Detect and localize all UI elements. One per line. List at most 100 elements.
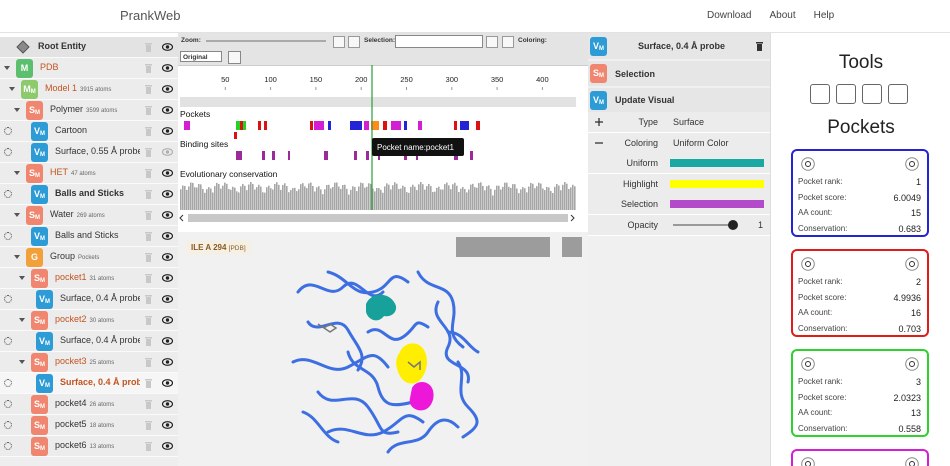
tree-row[interactable]: VM Cartoon [0, 121, 178, 142]
brand[interactable]: PrankWeb [120, 8, 181, 23]
expand-button[interactable] [562, 237, 582, 257]
delete-button[interactable] [145, 106, 152, 115]
focus-toggle[interactable] [4, 400, 12, 408]
clipboard-button[interactable] [862, 84, 882, 104]
window-button[interactable] [888, 84, 908, 104]
visibility-toggle[interactable] [162, 253, 173, 261]
scrollbar[interactable] [188, 214, 568, 222]
show-pocket-button[interactable] [905, 157, 919, 171]
expand-arrow[interactable] [14, 171, 20, 175]
color-swatch[interactable] [670, 159, 764, 167]
panel-header[interactable]: SM Selection [588, 61, 770, 86]
visibility-toggle[interactable] [162, 148, 173, 156]
visibility-toggle[interactable] [162, 400, 173, 408]
delete-button[interactable] [145, 127, 152, 136]
focus-toggle[interactable] [4, 148, 12, 156]
focus-toggle[interactable] [4, 232, 12, 240]
zoom-slider[interactable] [206, 40, 326, 42]
focus-toggle[interactable] [4, 421, 12, 429]
reset-button[interactable] [348, 36, 360, 48]
delete-button[interactable] [145, 337, 152, 346]
collapse-icon[interactable] [595, 139, 603, 147]
focus-pocket-button[interactable] [801, 257, 815, 271]
tree-row[interactable]: SM Polymer 3599 atoms [0, 100, 178, 121]
visibility-toggle[interactable] [162, 43, 173, 51]
delete-button[interactable] [145, 211, 152, 220]
option-value[interactable]: Surface [673, 117, 705, 127]
expand-arrow[interactable] [9, 87, 15, 91]
tree-row[interactable]: SM Water 269 atoms [0, 205, 178, 226]
visibility-toggle[interactable] [162, 337, 173, 345]
tree-row[interactable]: SM pocket6 13 atoms [0, 436, 178, 457]
delete-button[interactable] [145, 43, 152, 52]
scroll-right[interactable] [570, 214, 575, 222]
expand-arrow[interactable] [19, 360, 25, 364]
visibility-toggle[interactable] [162, 295, 173, 303]
visibility-toggle[interactable] [162, 127, 173, 135]
focus-pocket-button[interactable] [801, 457, 815, 466]
nav-link[interactable]: Download [707, 10, 752, 21]
color-swatch[interactable] [670, 200, 764, 208]
tree-row[interactable]: VM Surface, 0.55 Å probe [0, 142, 178, 163]
tree-row[interactable]: SM pocket2 30 atoms [0, 310, 178, 331]
focus-pocket-button[interactable] [801, 357, 815, 371]
selection-input[interactable] [395, 35, 483, 48]
focus-toggle[interactable] [4, 295, 12, 303]
tree-row[interactable]: VM Surface, 0.4 Å probe [0, 373, 178, 394]
delete-button[interactable] [145, 442, 152, 451]
delete-button[interactable] [756, 42, 763, 51]
visibility-toggle[interactable] [162, 316, 173, 324]
tree-row[interactable]: SM pocket5 18 atoms [0, 415, 178, 436]
mail-button[interactable] [836, 84, 856, 104]
grid-button[interactable] [486, 36, 498, 48]
expand-arrow[interactable] [14, 213, 20, 217]
visibility-toggle[interactable] [162, 190, 173, 198]
tree-row[interactable]: SM HET 47 atoms [0, 163, 178, 184]
delete-button[interactable] [145, 295, 152, 304]
tree-row[interactable]: VM Balls and Sticks [0, 226, 178, 247]
visibility-toggle[interactable] [162, 442, 173, 450]
delete-button[interactable] [145, 358, 152, 367]
visibility-toggle[interactable] [162, 274, 173, 282]
delete-button[interactable] [145, 421, 152, 430]
viewer-buttons[interactable] [456, 237, 550, 257]
visibility-toggle[interactable] [162, 85, 173, 93]
expand-arrow[interactable] [19, 276, 25, 280]
tree-row[interactable]: M PDB [0, 58, 178, 79]
focus-toggle[interactable] [4, 379, 12, 387]
visibility-toggle[interactable] [162, 421, 173, 429]
expand-arrow[interactable] [4, 66, 10, 70]
focus-pocket-button[interactable] [801, 157, 815, 171]
delete-button[interactable] [145, 400, 152, 409]
color-swatch[interactable] [670, 179, 764, 188]
panel-header[interactable]: VM Update Visual [588, 88, 770, 112]
focus-toggle[interactable] [4, 442, 12, 450]
scroll-left[interactable] [179, 214, 184, 222]
show-pocket-button[interactable] [905, 257, 919, 271]
fit-button[interactable] [333, 36, 345, 48]
tree-row[interactable]: SM pocket1 31 atoms [0, 268, 178, 289]
focus-toggle[interactable] [4, 190, 12, 198]
tree-row[interactable]: VM Surface, 0.4 Å probe [0, 331, 178, 352]
focus-toggle[interactable] [4, 337, 12, 345]
delete-button[interactable] [145, 253, 152, 262]
delete-button[interactable] [145, 316, 152, 325]
download-button[interactable] [810, 84, 830, 104]
show-pocket-button[interactable] [905, 357, 919, 371]
expand-arrow[interactable] [14, 255, 20, 259]
delete-button[interactable] [145, 148, 152, 157]
delete-button[interactable] [145, 85, 152, 94]
delete-button[interactable] [145, 379, 152, 388]
tree-row[interactable]: G Group Pockets [0, 247, 178, 268]
visibility-toggle[interactable] [162, 358, 173, 366]
tree-row[interactable]: SM pocket3 25 atoms [0, 352, 178, 373]
visibility-toggle[interactable] [162, 106, 173, 114]
tree-row[interactable]: VM Surface, 0.4 Å probe [0, 289, 178, 310]
panel-header[interactable]: VM Surface, 0.4 Å probe [588, 33, 770, 59]
visibility-toggle[interactable] [162, 64, 173, 72]
nav-link[interactable]: Help [813, 10, 835, 21]
delete-button[interactable] [145, 169, 152, 178]
visibility-toggle[interactable] [162, 379, 173, 387]
delete-button[interactable] [145, 64, 152, 73]
nav-link[interactable]: About [769, 10, 796, 21]
